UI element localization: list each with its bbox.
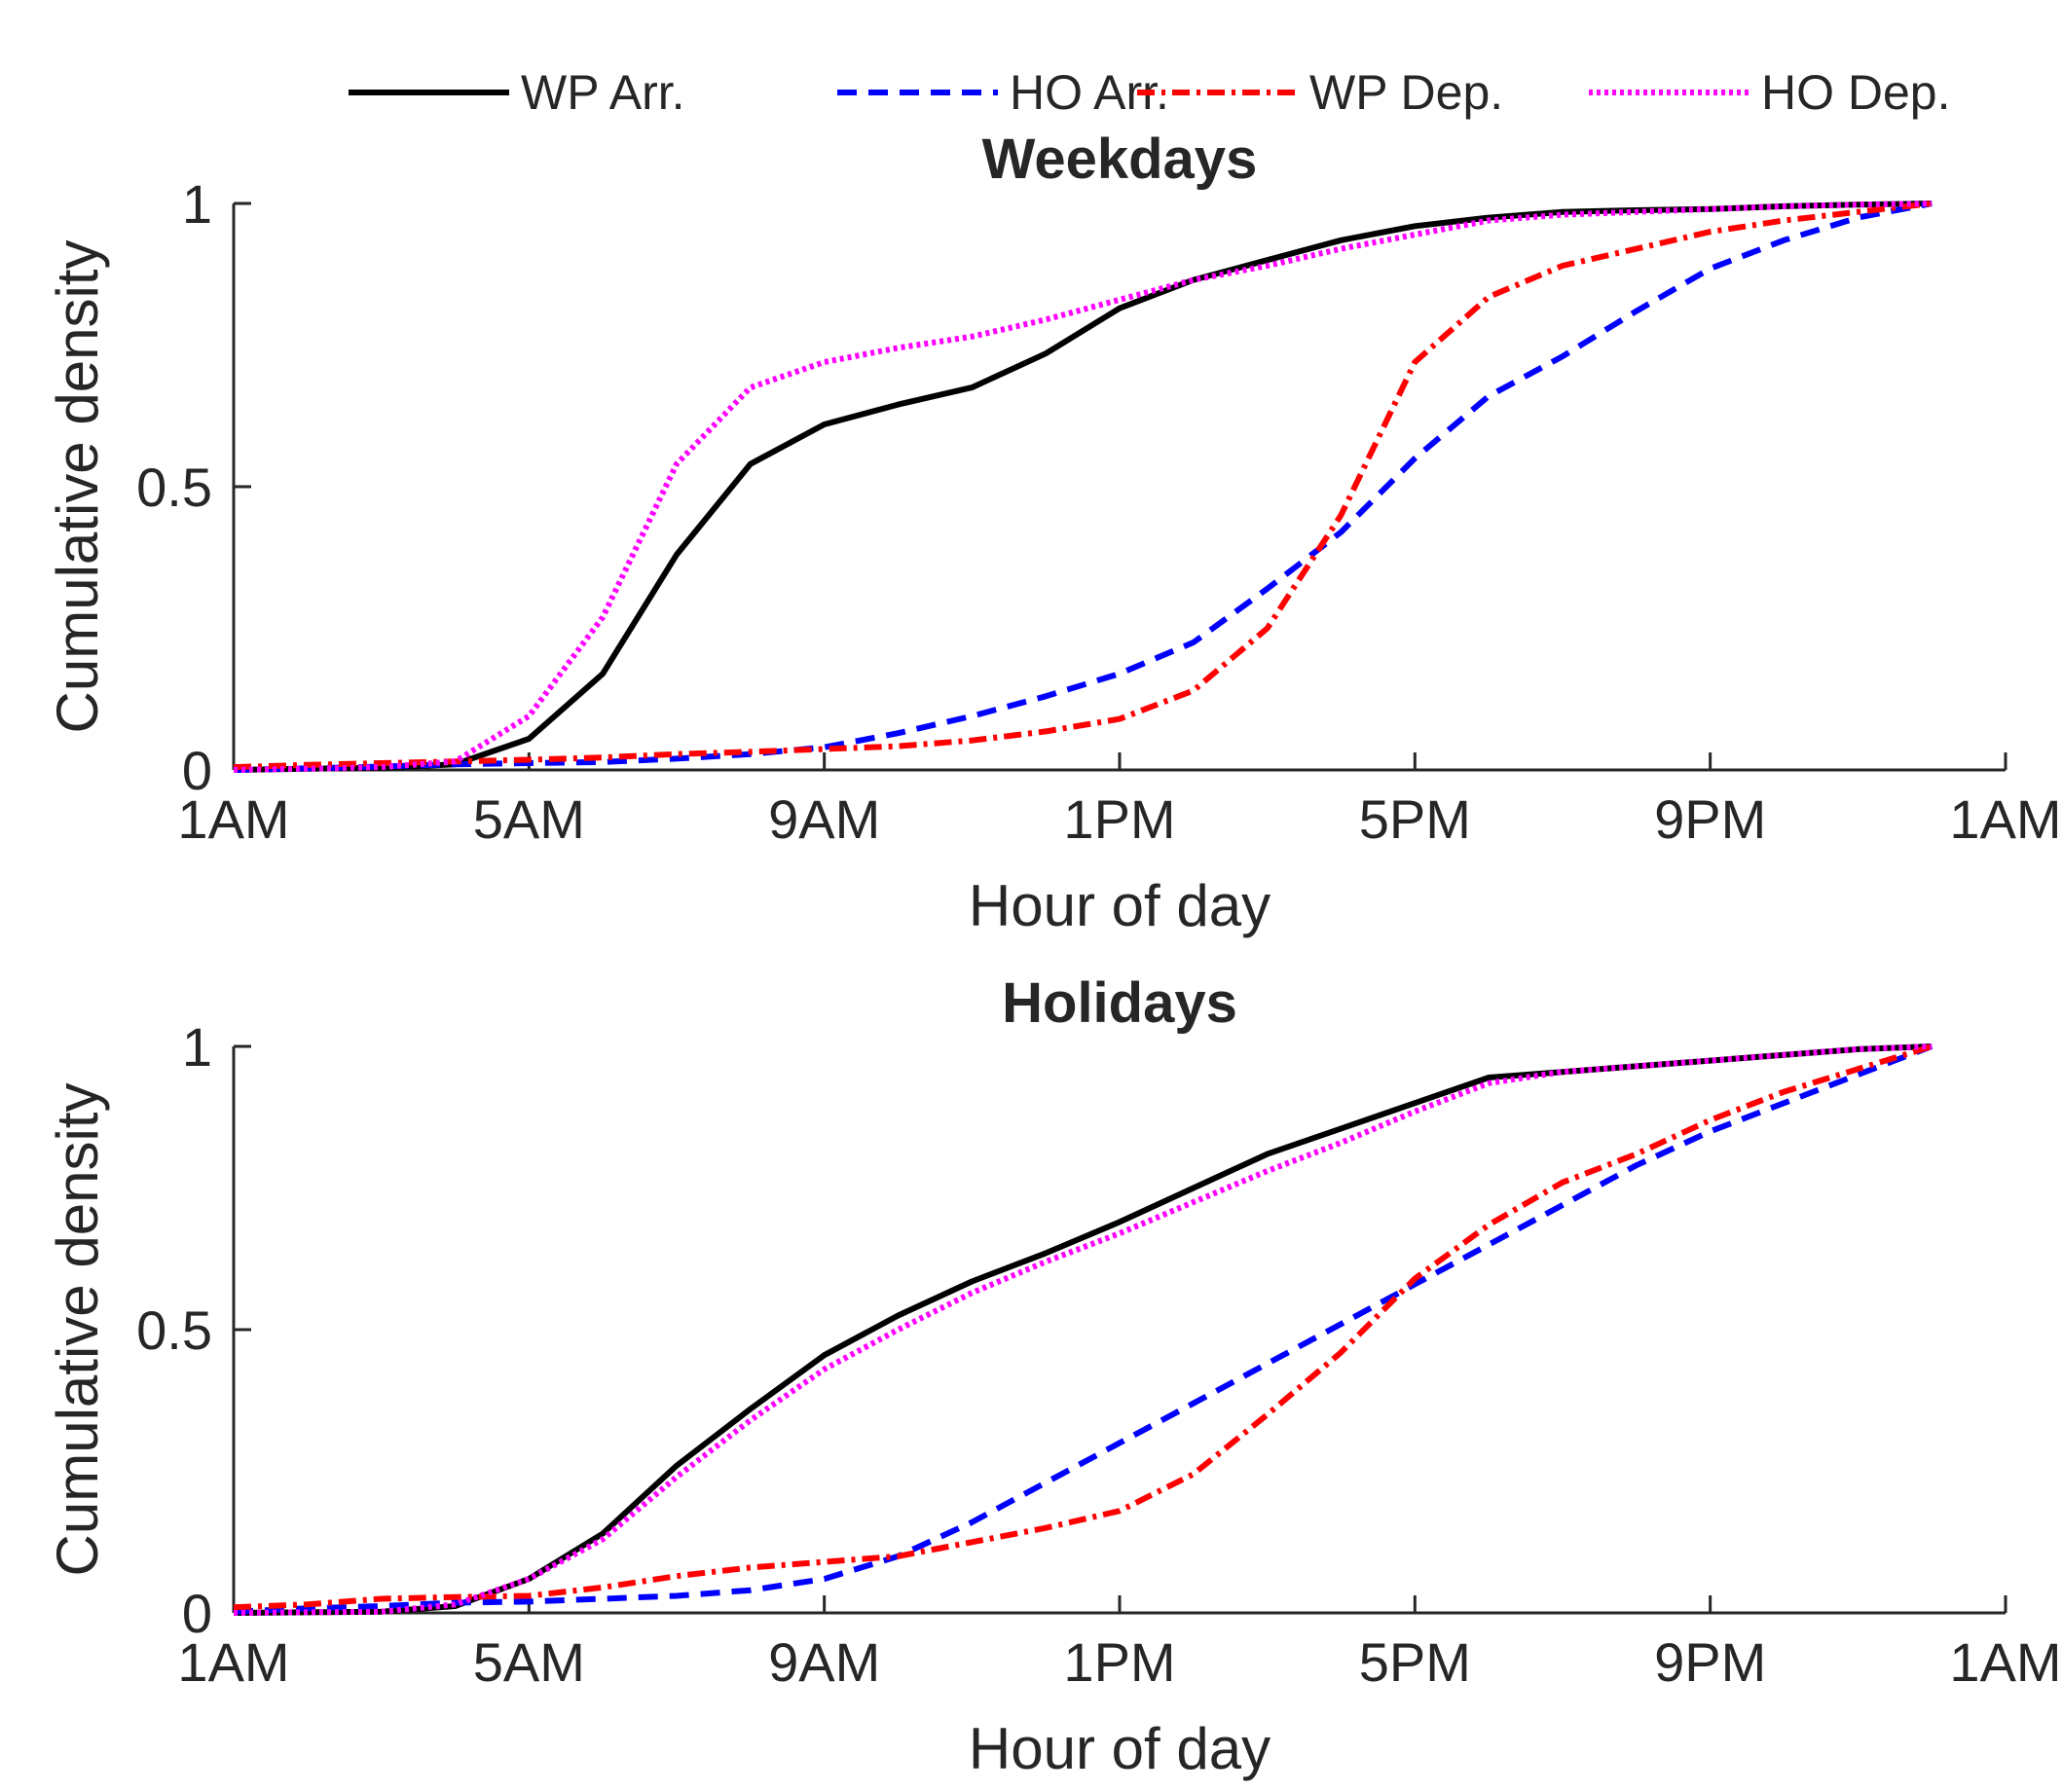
series-line-ho-arr: [233, 201, 1933, 773]
series-line-wp-arr: [233, 1043, 1933, 1616]
series-line-wp-arr: [233, 201, 1933, 773]
x-tick-label: 1AM: [1949, 788, 2061, 850]
x-tick-label: 1AM: [177, 788, 289, 850]
x-tick-label: 1AM: [177, 1631, 289, 1693]
y-tick-label: 0: [182, 1583, 212, 1644]
chart-title: Holidays: [1002, 971, 1237, 1035]
chart-title: Weekdays: [982, 128, 1258, 191]
x-tick-label: 9AM: [768, 788, 880, 850]
x-tick-label: 5AM: [473, 788, 585, 850]
x-tick-label: 5AM: [473, 1631, 585, 1693]
y-tick-label: 0.5: [136, 1299, 212, 1361]
y-axis-label: Cumulative density: [45, 240, 110, 734]
y-axis-label: Cumulative density: [45, 1083, 110, 1577]
series-line-wp-dep: [233, 201, 1933, 771]
series-line-ho-arr: [233, 1043, 1933, 1615]
y-tick-label: 0.5: [136, 457, 212, 518]
x-tick-label: 9PM: [1654, 788, 1766, 850]
series-line-ho-dep: [233, 1043, 1933, 1616]
y-tick-label: 0: [182, 740, 212, 801]
y-tick-label: 1: [182, 173, 212, 235]
x-tick-label: 9PM: [1654, 1631, 1766, 1693]
x-tick-label: 1PM: [1063, 1631, 1175, 1693]
legend-label-2: WP Dep.: [1309, 65, 1503, 120]
x-tick-label: 1AM: [1949, 1631, 2061, 1693]
x-tick-label: 5PM: [1359, 1631, 1471, 1693]
x-tick-label: 1PM: [1063, 788, 1175, 850]
x-axis-label: Hour of day: [969, 1716, 1270, 1781]
legend-label-3: HO Dep.: [1761, 65, 1951, 120]
legend-label-0: WP Arr.: [521, 65, 685, 120]
legend: WP Arr. HO Arr. WP Dep. HO Dep.: [349, 65, 1951, 120]
x-tick-label: 5PM: [1359, 788, 1471, 850]
y-tick-label: 1: [182, 1016, 212, 1078]
series-line-wp-dep: [233, 1043, 1933, 1611]
x-tick-label: 9AM: [768, 1631, 880, 1693]
x-axis-label: Hour of day: [969, 873, 1270, 938]
